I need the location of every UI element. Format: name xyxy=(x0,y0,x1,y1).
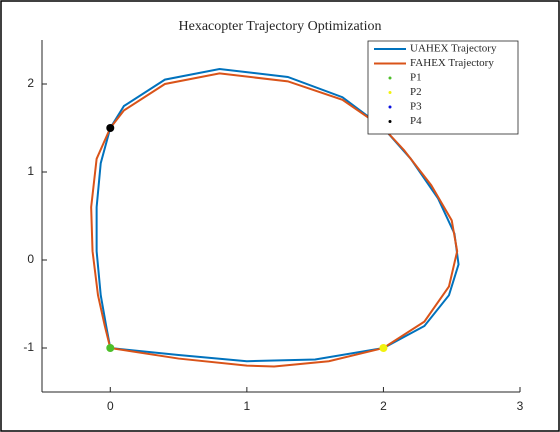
y-tick-label: -1 xyxy=(23,340,34,354)
legend-swatch xyxy=(388,91,392,94)
x-tick-label: 2 xyxy=(380,399,387,413)
y-tick-label: 1 xyxy=(27,164,34,178)
legend-label: P4 xyxy=(410,115,422,127)
point xyxy=(379,344,388,352)
legend-label: FAHEX Trajectory xyxy=(410,57,494,69)
x-tick-label: 1 xyxy=(244,399,251,413)
y-tick-label: 2 xyxy=(27,76,34,90)
legend-label: UAHEX Trajectory xyxy=(410,43,497,55)
legend-label: P1 xyxy=(410,72,422,84)
legend-label: P3 xyxy=(410,101,422,113)
point xyxy=(106,124,115,132)
x-tick-label: 0 xyxy=(107,399,114,413)
point xyxy=(106,344,115,352)
legend-swatch xyxy=(388,76,392,80)
chart-title: Hexacopter Trajectory Optimization xyxy=(179,19,382,34)
legend-box xyxy=(367,40,519,135)
x-tick-label: 3 xyxy=(517,399,524,413)
legend-label: P2 xyxy=(410,86,422,98)
y-tick-label: 0 xyxy=(27,252,34,266)
legend-swatch xyxy=(388,105,392,109)
legend-swatch xyxy=(388,120,392,123)
